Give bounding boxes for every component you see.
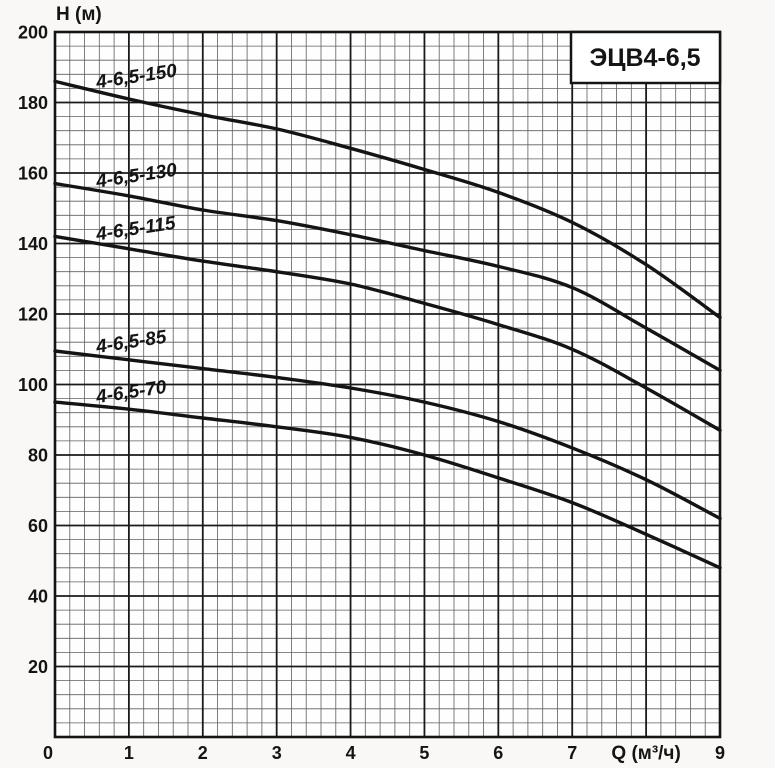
y-tick-label: 20 — [28, 657, 48, 677]
pump-curves — [53, 79, 722, 570]
y-tick-label: 140 — [18, 234, 48, 254]
curve-4-6-5-85 — [53, 349, 722, 521]
plot-border — [53, 30, 722, 739]
chart-title-box: ЭЦВ4-6,5 — [569, 30, 722, 85]
curve-4-6-5-150 — [53, 79, 722, 320]
y-tick-label: 120 — [18, 305, 48, 325]
y-axis-title: H (м) — [56, 4, 102, 25]
x-tick-label: 6 — [493, 743, 503, 763]
y-tick-label: 40 — [28, 587, 48, 607]
x-axis-title: Q (м³/ч) — [611, 743, 680, 764]
chart-title: ЭЦВ4-6,5 — [589, 44, 700, 72]
y-axis-tick-labels: 20 40 60 80 100 120 140 160 180 200 — [18, 23, 48, 678]
curve-4-6-5-130 — [53, 181, 722, 373]
x-tick-label: 3 — [272, 743, 282, 763]
y-tick-label: 200 — [18, 23, 48, 43]
y-tick-label: 80 — [28, 446, 48, 466]
x-tick-label: 2 — [198, 743, 208, 763]
x-tick-label: 0 — [43, 743, 53, 763]
y-tick-label: 60 — [28, 516, 48, 536]
x-tick-label: 9 — [715, 743, 725, 763]
x-tick-label: 5 — [419, 743, 429, 763]
x-tick-label: 1 — [124, 743, 134, 763]
curve-4-6-5-70 — [53, 400, 722, 570]
y-tick-label: 100 — [18, 375, 48, 395]
y-tick-label: 160 — [18, 164, 48, 184]
chart-title-box-frame — [569, 30, 722, 85]
curve-4-6-5-115 — [53, 234, 722, 432]
x-tick-label: 7 — [567, 743, 577, 763]
x-axis-tick-labels: 0 1 2 3 4 5 6 7 9 — [43, 743, 725, 763]
y-tick-label: 180 — [18, 93, 48, 113]
x-tick-label: 4 — [346, 743, 356, 763]
